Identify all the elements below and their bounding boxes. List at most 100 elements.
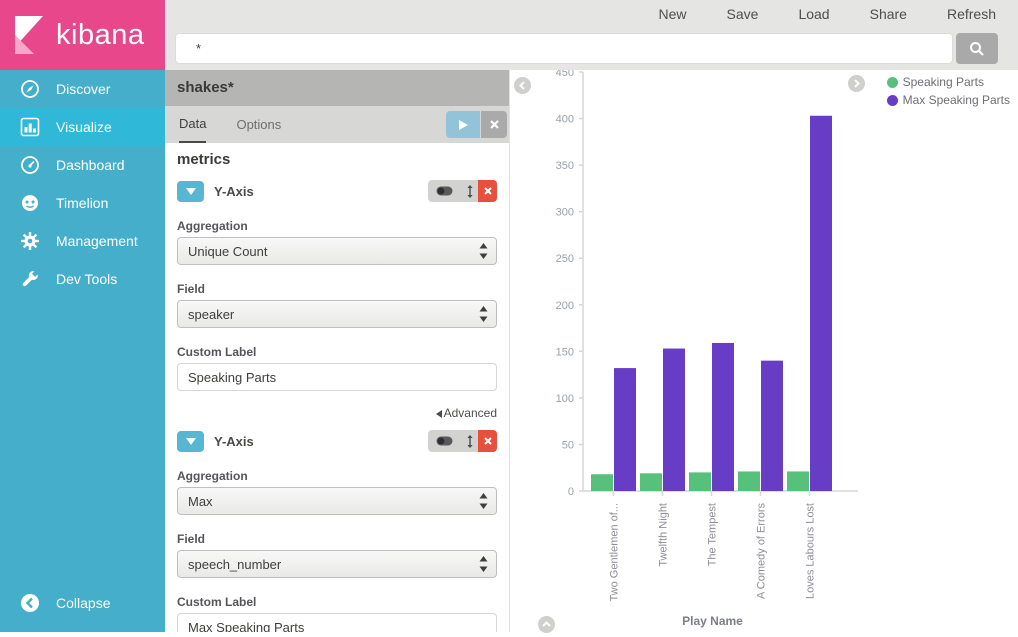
visualization-chart-area: Speaking Parts Max Speaking Parts 0 50 100… [511,67,1018,633]
bar[interactable] [738,471,760,491]
field-label: Field [177,532,206,546]
agg-controls [428,430,497,452]
visualization-editor-panel: shakes* Data Options metrics [165,70,510,632]
save-button[interactable]: Save [726,6,759,22]
search-button[interactable] [956,33,998,64]
legend-toggle-button[interactable] [848,75,865,92]
agg-remove-button[interactable] [478,180,497,202]
legend-item-max-speaking-parts[interactable]: Max Speaking Parts [886,93,1010,107]
agg-remove-button[interactable] [478,430,497,452]
x-axis-category-label: The Tempest [707,503,719,566]
bar[interactable] [689,472,711,491]
field-select[interactable]: speaker [177,300,497,328]
chevron-up-icon [542,621,551,627]
chevron-down-icon [185,187,196,195]
bar-chart-icon [20,117,40,137]
gauge-icon [21,156,39,174]
custom-label-input[interactable] [177,613,497,632]
advanced-toggle[interactable]: Advanced [177,406,497,420]
svg-text:250: 250 [556,253,574,265]
svg-text:350: 350 [556,160,574,172]
discard-changes-button[interactable] [481,111,507,138]
custom-label-input[interactable] [177,363,497,391]
legend-dot-purple [886,94,898,106]
gear-icon [21,232,39,250]
new-button[interactable]: New [658,6,687,22]
legend-dot-green [886,76,898,88]
agg-reorder-handle[interactable] [461,430,478,452]
bar[interactable] [663,348,685,491]
select-arrows-icon [479,493,488,509]
compass-icon [21,80,39,98]
bar[interactable] [591,474,613,491]
sidebar-item-visualize[interactable]: Visualize [0,108,165,146]
legend-item-speaking-parts[interactable]: Speaking Parts [886,75,1010,89]
chart-legend: Speaking Parts Max Speaking Parts [886,75,1010,111]
svg-text:150: 150 [556,346,574,358]
select-arrows-icon [479,306,488,322]
bar[interactable] [712,342,734,491]
refresh-button[interactable]: Refresh [946,6,996,22]
sidebar-item-discover[interactable]: Discover [0,70,165,108]
sidebar-item-management[interactable]: Management [0,222,165,260]
index-pattern-header: shakes* [165,70,509,106]
bar[interactable] [614,368,636,491]
agg-reorder-handle[interactable] [461,180,478,202]
up-down-arrow-icon [466,184,473,198]
agg-title: Y-Axis [214,433,254,449]
agg-controls [428,180,497,202]
tab-options[interactable]: Options [236,117,282,132]
close-icon [483,437,492,445]
bar[interactable] [787,471,809,491]
bar[interactable] [761,360,783,491]
editor-tabs: Data Options [165,106,509,143]
svg-text:100: 100 [556,393,574,405]
collapse-left-icon [21,594,39,612]
toggle-icon [436,186,453,196]
kibana-logo-icon [15,16,43,54]
toggle-icon [436,436,453,446]
agg-disable-toggle[interactable] [428,180,461,202]
bar-chart[interactable]: 0 50 100 150 200 250 300 350 400 450 Two Gentlemen… [511,67,1018,632]
x-axis-category-label: A Comedy of Errors [756,503,768,599]
x-axis-category-label: Two Gentlemen of... [609,503,621,601]
sidebar-item-label: Timelion [56,195,109,211]
agg-disable-toggle[interactable] [428,430,461,452]
field-label: Field [177,282,206,296]
legend-label: Max Speaking Parts [902,93,1010,107]
sidebar-collapse-button[interactable]: Collapse [0,584,165,622]
aggregation-select[interactable]: Max [177,487,497,515]
load-button[interactable]: Load [798,6,830,22]
sidebar-item-label: Management [56,233,138,249]
up-down-arrow-icon [466,434,473,448]
sidebar-item-dev-tools[interactable]: Dev Tools [0,260,165,298]
bar[interactable] [640,473,662,491]
agg-collapse-button[interactable] [177,180,204,202]
tab-data[interactable]: Data [179,106,207,143]
sidebar-item-label: Visualize [56,119,112,135]
apply-changes-button[interactable] [446,111,480,138]
agg-collapse-button[interactable] [177,430,204,452]
aggregation-select[interactable]: Unique Count [177,237,497,265]
metrics-section-title: metrics [177,151,231,168]
collapse-editor-button[interactable] [514,77,531,94]
bar[interactable] [810,115,832,492]
svg-text:0: 0 [568,486,574,498]
x-axis-category-label: Loves Labours Lost [805,503,817,599]
close-icon [483,187,492,195]
sidebar-item-label: Discover [56,81,111,97]
select-arrows-icon [479,243,488,259]
field-select[interactable]: speech_number [177,550,497,578]
x-axis-category-label: Twelfth Night [658,503,670,567]
field-select-value: speech_number [188,556,282,572]
sidebar-item-dashboard[interactable]: Dashboard [0,146,165,184]
chart-pagination-up-button[interactable] [538,616,555,633]
toolbar-menu: New Save Load Share Refresh [659,0,1018,28]
sidebar-item-timelion[interactable]: Timelion [0,184,165,222]
kibana-logo[interactable]: kibana [0,0,165,70]
svg-text:450: 450 [556,70,574,79]
query-search-input[interactable] [175,33,953,64]
field-select-value: speaker [188,306,235,322]
legend-label: Speaking Parts [902,75,984,89]
share-button[interactable]: Share [869,6,907,22]
